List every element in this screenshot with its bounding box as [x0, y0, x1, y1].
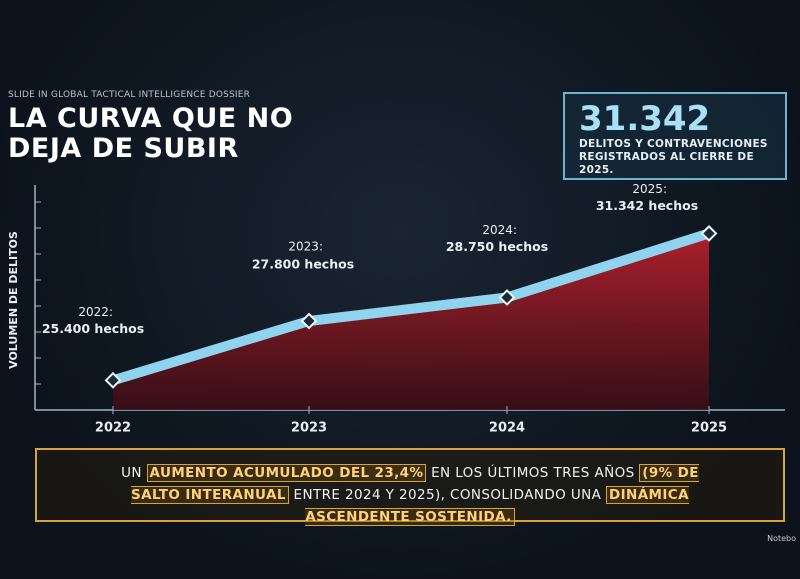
- callout-figure: 31.342: [579, 99, 711, 139]
- point-marker: [300, 312, 318, 330]
- kicker: SLIDE IN GLOBAL TACTICAL INTELLIGENCE DO…: [8, 90, 251, 100]
- value-label: 27.800 hechos: [252, 256, 354, 271]
- point-marker: [104, 371, 122, 389]
- point-year: 2023:: [288, 239, 323, 253]
- value-label: 31.342 hechos: [596, 198, 698, 213]
- line: [111, 228, 711, 386]
- callout: 31.342 DELITOS Y CONTRAVENCIONES REGISTR…: [563, 92, 787, 180]
- chart-title: LA CURVA QUE NO DEJA DE SUBIR: [8, 103, 294, 164]
- x-tick-label: 2024: [489, 421, 525, 436]
- x-tick-label: 2023: [291, 421, 327, 436]
- x-tick-label: 2022: [95, 421, 131, 436]
- area: [113, 233, 709, 410]
- point-year: 2024:: [482, 223, 517, 237]
- point-year: 2025:: [632, 182, 667, 196]
- summary-text: ENTRE 2024 Y 2025), CONSOLIDANDO UNA: [288, 487, 606, 503]
- callout-text: DELITOS Y CONTRAVENCIONES REGISTRADOS AL…: [579, 138, 768, 176]
- point-marker: [498, 289, 516, 306]
- x-tick-label: 2025: [691, 421, 727, 436]
- point-year: 2022:: [78, 305, 113, 319]
- point-marker: [700, 224, 718, 242]
- summary-text: UN: [121, 465, 147, 481]
- value-label: 28.750 hechos: [446, 239, 548, 254]
- y-axis-label: VOLUMEN DE DELITOS: [7, 231, 20, 369]
- watermark: Notebo: [767, 534, 796, 543]
- summary-text: EN LOS ÚLTIMOS TRES AÑOS: [426, 465, 640, 481]
- summary-highlight: AUMENTO ACUMULADO DEL 23,4%: [146, 464, 427, 482]
- value-label: 25.400 hechos: [42, 321, 144, 336]
- summary-box: UN AUMENTO ACUMULADO DEL 23,4% EN LOS ÚL…: [35, 448, 785, 526]
